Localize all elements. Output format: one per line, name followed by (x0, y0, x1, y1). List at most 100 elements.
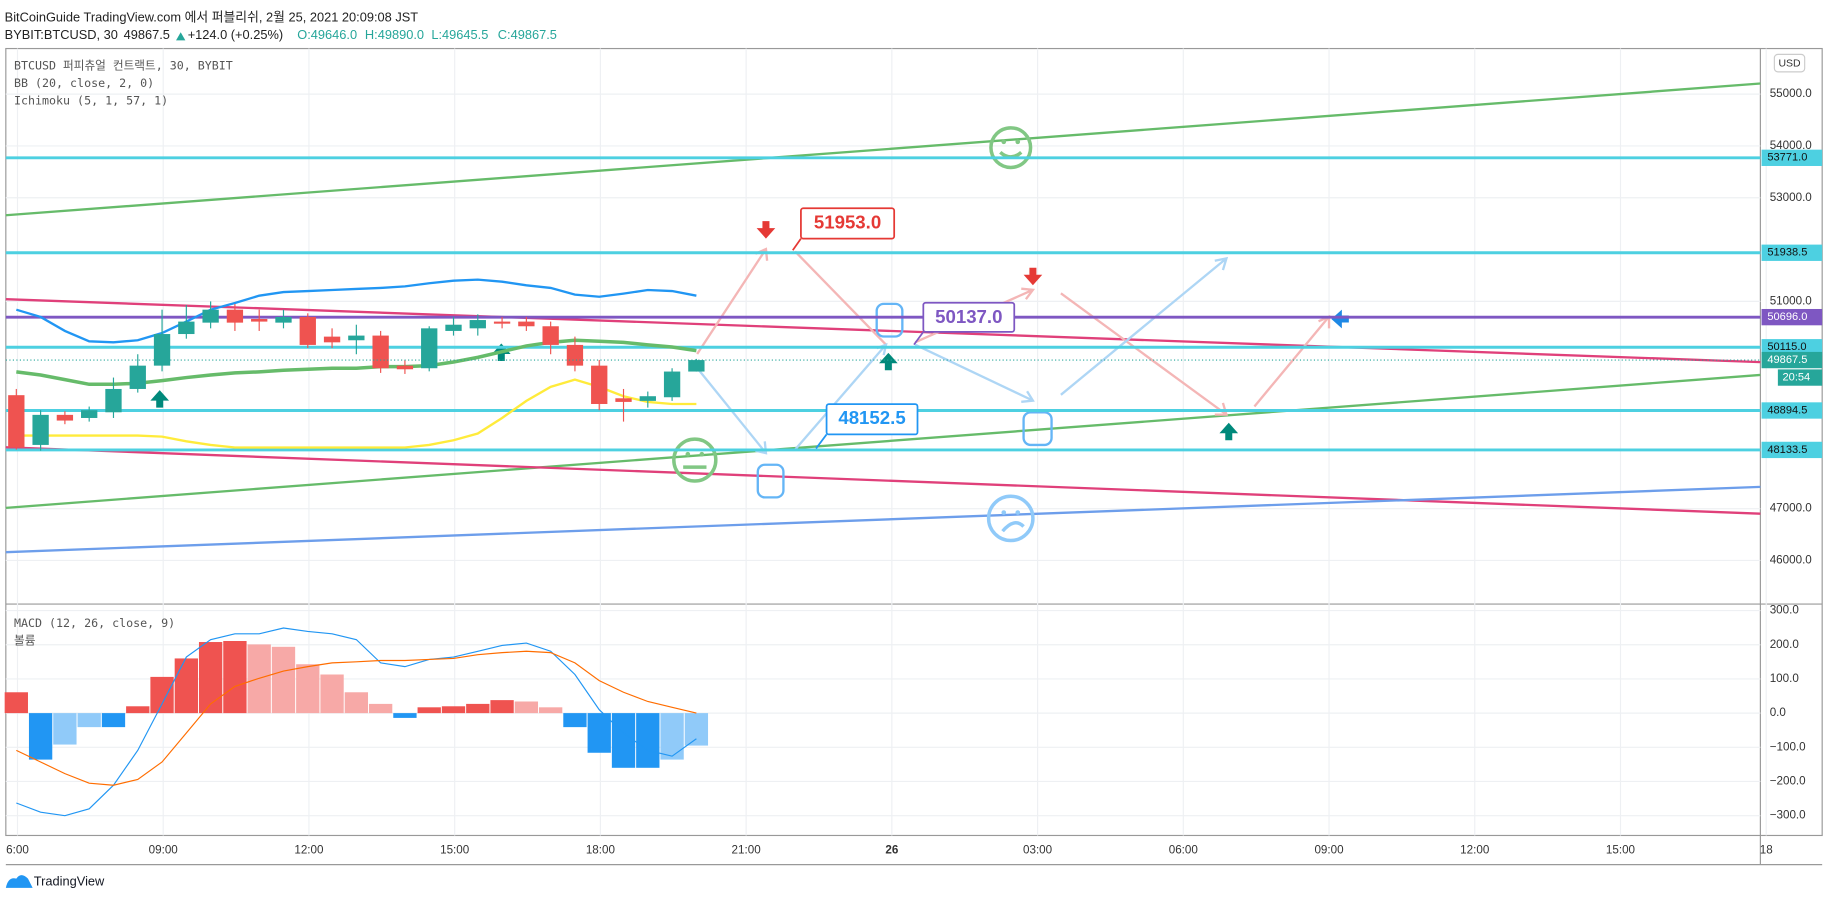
mouth (1001, 521, 1025, 533)
price-badge-label: 50115.0 (1767, 341, 1806, 353)
trendline (5, 373, 1761, 510)
callout-pointer (913, 331, 925, 346)
histogram-bar (174, 658, 198, 714)
histogram-bar (271, 646, 296, 714)
candle-body (275, 316, 292, 323)
candle-body (251, 319, 268, 322)
down-arrow (1023, 267, 1043, 286)
indicator-line (16, 378, 697, 449)
y-tick-label: 55000.0 (1770, 87, 1813, 100)
x-tick-label: 15:00 (440, 844, 470, 857)
candle-body (469, 320, 486, 329)
histogram-bar (198, 642, 223, 714)
ohlc-close: C:49867.5 (498, 27, 557, 42)
x-tick-label: 26 (885, 844, 898, 857)
eye (699, 451, 705, 457)
candle-body (688, 360, 705, 372)
candle-body (445, 324, 462, 331)
brand-logo (5, 875, 33, 888)
eye (685, 451, 691, 457)
histogram-bar (490, 700, 514, 714)
hand-icon (1022, 411, 1053, 447)
histogram-bar (660, 713, 684, 760)
candle-body (81, 410, 98, 418)
callout-box (922, 301, 1016, 333)
indicator-label: Ichimoku (5, 1, 57, 1) (14, 94, 168, 108)
hand-icon (875, 302, 904, 338)
histogram-bar (684, 713, 709, 746)
candle-body (566, 344, 584, 366)
candle-body (542, 326, 559, 345)
ohlc-low: L:49645.5 (431, 27, 488, 42)
y-tick-label: −100.0 (1770, 740, 1806, 753)
candle-body (591, 365, 608, 404)
y-tick-label: 51000.0 (1770, 294, 1813, 307)
candle-body (299, 316, 316, 345)
currency-button[interactable] (1773, 53, 1806, 73)
eye (1001, 510, 1007, 515)
x-tick-label: 18 (1760, 844, 1773, 857)
left-arrow (1331, 309, 1349, 329)
histogram-bar (344, 692, 369, 714)
histogram-bar (368, 703, 393, 714)
up-arrow (1219, 422, 1239, 441)
indicator-line (15, 278, 697, 344)
x-tick-label: 18:00 (586, 844, 616, 857)
histogram-bar (101, 713, 126, 728)
y-tick-label: 54000.0 (1770, 139, 1813, 152)
candle-body (202, 309, 219, 323)
y-tick-label: 47000.0 (1770, 502, 1813, 515)
trendline (5, 298, 1761, 364)
eye (1015, 139, 1021, 145)
histogram-bar (4, 692, 28, 714)
up-triangle (176, 32, 186, 41)
histogram-bar (514, 701, 539, 714)
histogram-bar (393, 713, 417, 718)
arrow (1060, 292, 1229, 416)
candle-body (8, 395, 25, 448)
y-tick-label: 46000.0 (1770, 554, 1813, 567)
price: 49867.5 (124, 27, 170, 42)
histogram-bar (53, 713, 77, 745)
smiley (989, 126, 1033, 170)
histogram-bar (417, 707, 441, 714)
countdown-badge (1777, 369, 1823, 386)
x-tick-label: 12:00 (294, 844, 324, 857)
price-badge (1761, 308, 1823, 326)
neutral-face (672, 437, 718, 483)
callout-pointer (815, 433, 828, 449)
arrow (794, 250, 887, 346)
ohlc-high: H:49890.0 (365, 27, 424, 42)
y-tick-label: −200.0 (1770, 775, 1806, 788)
trendline (5, 446, 1761, 515)
callout-label: 50137.0 (935, 306, 1002, 327)
candle-body (226, 309, 244, 323)
candle-body (32, 414, 49, 445)
candle-body (153, 334, 171, 366)
histogram-bar (77, 713, 101, 728)
histogram-bar (636, 713, 660, 768)
currency-label: USD (1778, 58, 1801, 69)
price-badge-label: 48133.5 (1767, 444, 1807, 456)
price-badge (1761, 244, 1823, 261)
indicator-label: BB (20, close, 2, 0) (14, 76, 154, 90)
price-badge (1761, 441, 1823, 459)
symbol: BYBIT:BTCUSD, 30 (5, 27, 118, 42)
trendline (5, 82, 1761, 217)
change: +124.0 (+0.25%) (188, 27, 283, 42)
histogram-bar (28, 713, 53, 760)
x-tick-label: 06:00 (1169, 844, 1199, 857)
candle-body (178, 321, 195, 335)
histogram-bar (466, 703, 490, 714)
plot: 46000.0 47000.0 51000.0 53000.0 54000.0 55000… (4, 87, 1823, 857)
y-tick-label: 300.0 (1770, 604, 1800, 617)
candle-body (663, 371, 681, 398)
price-badge (1761, 351, 1823, 369)
macd-line (16, 627, 697, 817)
histogram-bar (441, 706, 466, 714)
candle-body (348, 335, 365, 341)
candle-body (323, 336, 341, 343)
arrow (1060, 256, 1229, 396)
histogram-bar (150, 676, 174, 714)
